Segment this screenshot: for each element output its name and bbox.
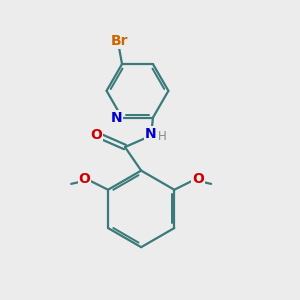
Text: O: O <box>79 172 90 186</box>
Text: O: O <box>90 128 102 142</box>
Text: O: O <box>192 172 204 186</box>
Text: H: H <box>158 130 166 143</box>
Text: N: N <box>111 111 122 124</box>
Text: N: N <box>145 127 157 141</box>
Text: Br: Br <box>110 34 128 48</box>
